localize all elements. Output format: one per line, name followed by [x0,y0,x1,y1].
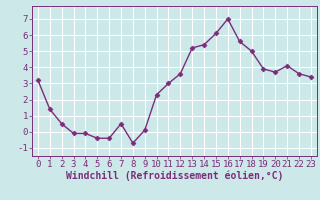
X-axis label: Windchill (Refroidissement éolien,°C): Windchill (Refroidissement éolien,°C) [66,171,283,181]
